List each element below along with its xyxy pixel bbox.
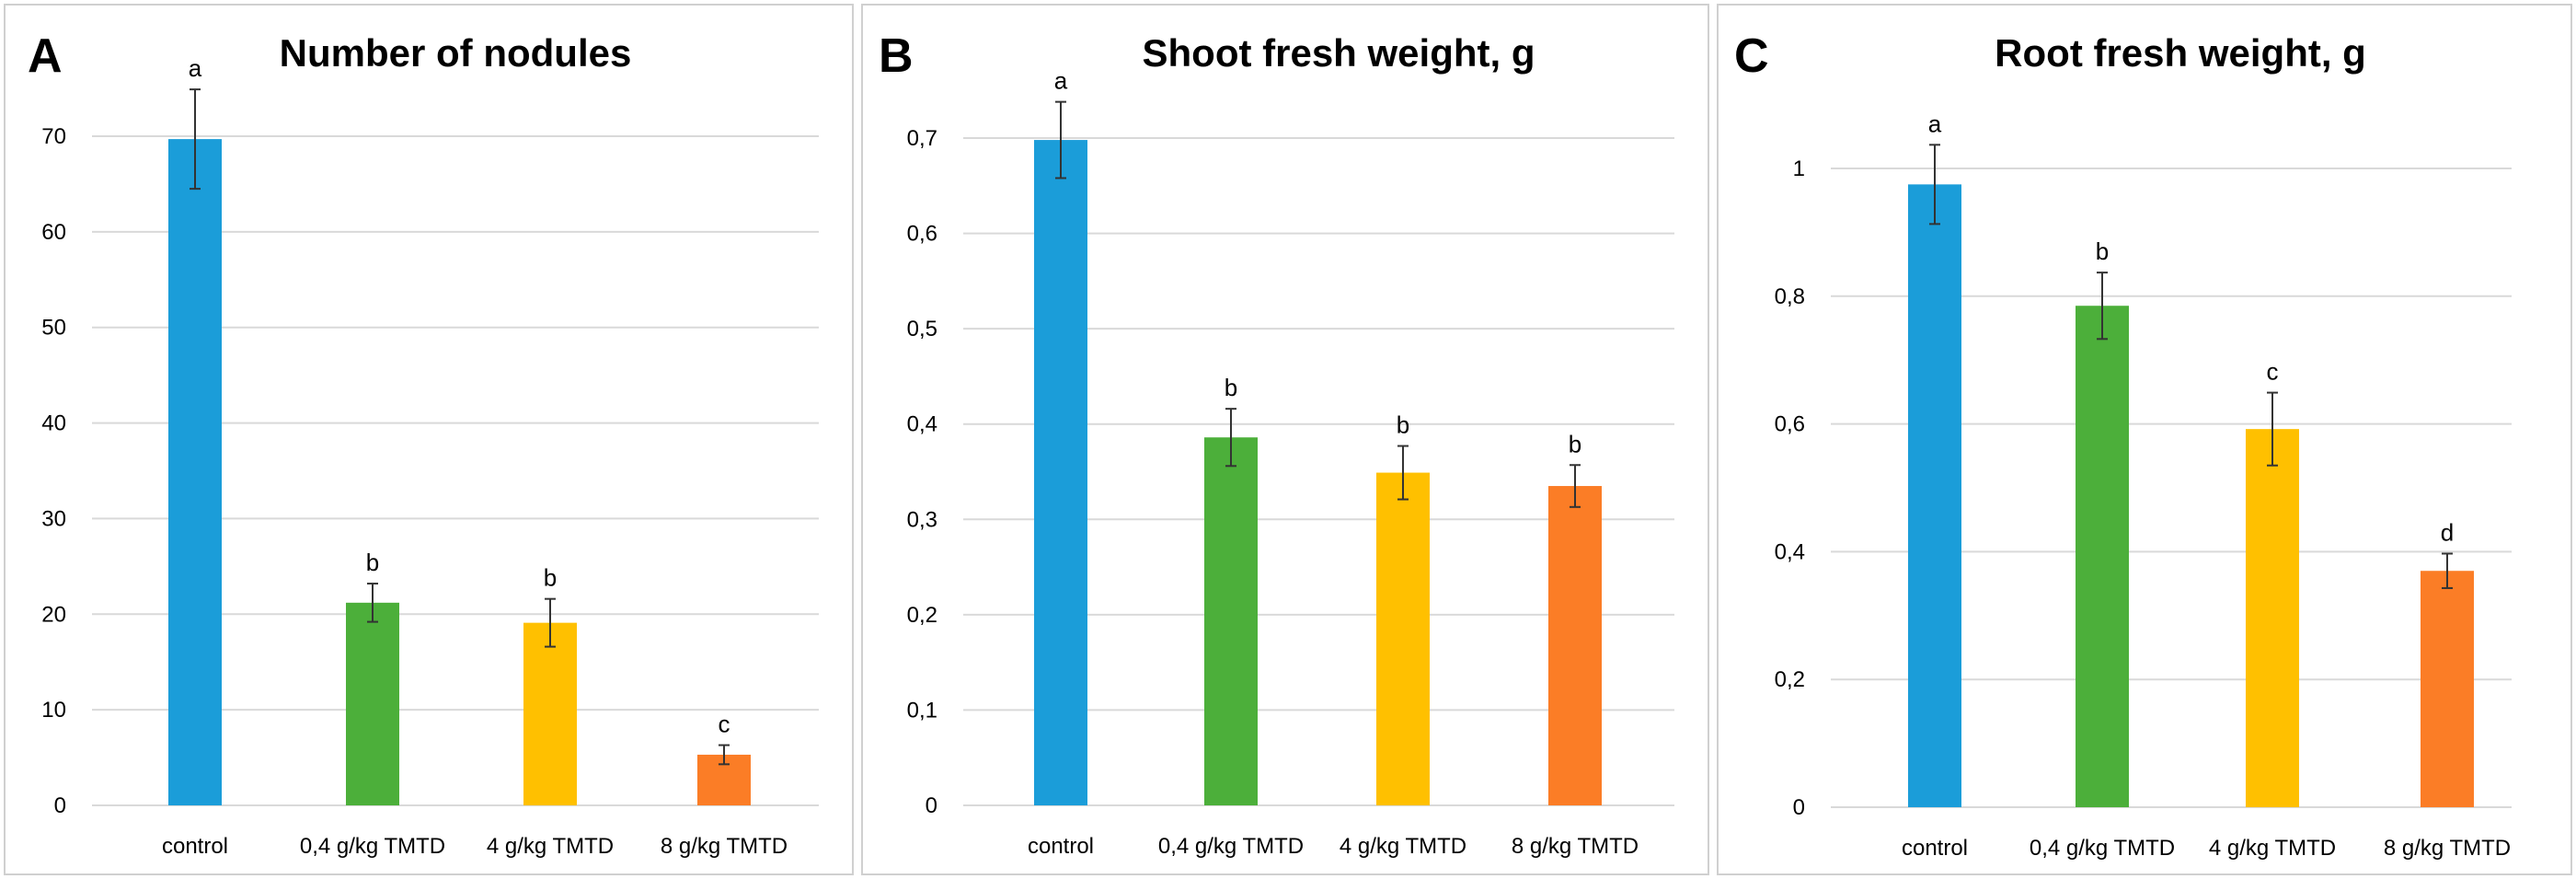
error-bar bbox=[2442, 552, 2453, 589]
bar-4 bbox=[1548, 486, 1602, 805]
x-category-label: 8 g/kg TMTD bbox=[1512, 834, 1639, 859]
significance-label: d bbox=[2441, 518, 2454, 546]
chart-panel-a: 0 10 20 30 40 50 60 70 Number of nodules A a contro… bbox=[4, 4, 854, 875]
error-bar bbox=[545, 597, 556, 648]
chart-title: Number of nodules bbox=[280, 31, 632, 75]
x-category-label: 4 g/kg TMTD bbox=[2209, 836, 2336, 861]
x-category-label: 4 g/kg TMTD bbox=[487, 834, 614, 859]
bar-1 bbox=[1034, 140, 1087, 806]
chart-panel-c: 0 0,2 0,4 0,6 0,8 1 Root fresh weight, g Ca cont… bbox=[1717, 4, 2572, 875]
x-category-label: 8 g/kg TMTD bbox=[661, 834, 788, 859]
bar-2 bbox=[1204, 437, 1258, 805]
y-tick-label: 30 bbox=[41, 506, 66, 531]
error-bar bbox=[1397, 445, 1409, 501]
error-bar bbox=[2097, 272, 2108, 341]
y-tick-label: 0,6 bbox=[907, 222, 937, 247]
significance-label: b bbox=[1397, 411, 1409, 439]
y-tick-label: 40 bbox=[41, 411, 66, 436]
y-tick-label: 50 bbox=[41, 316, 66, 341]
chart-title: Root fresh weight, g bbox=[1995, 31, 2366, 75]
panel-frame bbox=[4, 4, 854, 875]
significance-label: b bbox=[544, 564, 557, 592]
panel-letter: A bbox=[28, 29, 63, 83]
y-tick-label: 0 bbox=[1793, 795, 1805, 820]
x-category-label: control bbox=[1028, 834, 1094, 859]
x-category-label: control bbox=[162, 834, 228, 859]
chart-title: Shoot fresh weight, g bbox=[1143, 31, 1535, 75]
y-tick-label: 0 bbox=[926, 793, 937, 818]
bar-4 bbox=[2421, 571, 2474, 807]
y-tick-label: 0,6 bbox=[1775, 412, 1805, 437]
bar-3 bbox=[2246, 429, 2299, 807]
significance-label: a bbox=[189, 54, 202, 82]
panel-letter: B bbox=[879, 29, 914, 83]
bar-3 bbox=[1376, 472, 1430, 805]
significance-label: b bbox=[2096, 237, 2109, 265]
y-tick-label: 0,4 bbox=[1775, 539, 1805, 564]
error-bar bbox=[1570, 464, 1581, 508]
error-bar bbox=[1225, 408, 1236, 468]
y-tick-label: 10 bbox=[41, 698, 66, 723]
x-category-label: 8 g/kg TMTD bbox=[2384, 836, 2511, 861]
y-tick-label: 0,5 bbox=[907, 317, 937, 341]
bar-3 bbox=[523, 622, 577, 805]
y-tick-label: 20 bbox=[41, 602, 66, 627]
significance-label: a bbox=[1928, 110, 1942, 137]
bar-1 bbox=[168, 139, 222, 805]
error-bar bbox=[1055, 100, 1066, 179]
y-tick-label: 0,8 bbox=[1775, 284, 1805, 309]
chart-panel-b: 0 0,1 0,2 0,3 0,4 0,5 0,6 0,7 Shoot fresh weight… bbox=[861, 4, 1709, 875]
significance-label: c bbox=[719, 711, 730, 738]
y-tick-label: 70 bbox=[41, 124, 66, 149]
bar-2 bbox=[346, 602, 399, 805]
bar-2 bbox=[2076, 306, 2129, 808]
x-category-label: 0,4 g/kg TMTD bbox=[300, 834, 445, 859]
error-bar bbox=[719, 744, 730, 766]
y-tick-label: 60 bbox=[41, 220, 66, 245]
panel-letter: C bbox=[1734, 29, 1769, 83]
y-tick-label: 0,2 bbox=[1775, 667, 1805, 692]
y-tick-label: 1 bbox=[1793, 156, 1805, 181]
y-tick-label: 0,3 bbox=[907, 507, 937, 532]
y-tick-label: 0,1 bbox=[907, 698, 937, 723]
significance-label: a bbox=[1054, 67, 1068, 95]
significance-label: b bbox=[1225, 374, 1237, 401]
x-category-label: 4 g/kg TMTD bbox=[1340, 834, 1466, 859]
y-tick-label: 0,7 bbox=[907, 126, 937, 151]
error-bar bbox=[367, 583, 378, 623]
y-tick-label: 0,4 bbox=[907, 412, 937, 437]
bar-1 bbox=[1908, 184, 1961, 808]
error-bar bbox=[2267, 391, 2278, 467]
significance-label: b bbox=[1569, 430, 1581, 457]
error-bar bbox=[190, 88, 201, 191]
x-category-label: 0,4 g/kg TMTD bbox=[2030, 836, 2175, 861]
x-category-label: control bbox=[1902, 836, 1968, 861]
y-tick-label: 0,2 bbox=[907, 603, 937, 628]
x-category-label: 0,4 g/kg TMTD bbox=[1158, 834, 1304, 859]
y-tick-label: 0 bbox=[54, 793, 66, 818]
significance-label: b bbox=[366, 549, 379, 576]
significance-label: c bbox=[2267, 358, 2279, 386]
error-bar bbox=[1929, 144, 1940, 226]
